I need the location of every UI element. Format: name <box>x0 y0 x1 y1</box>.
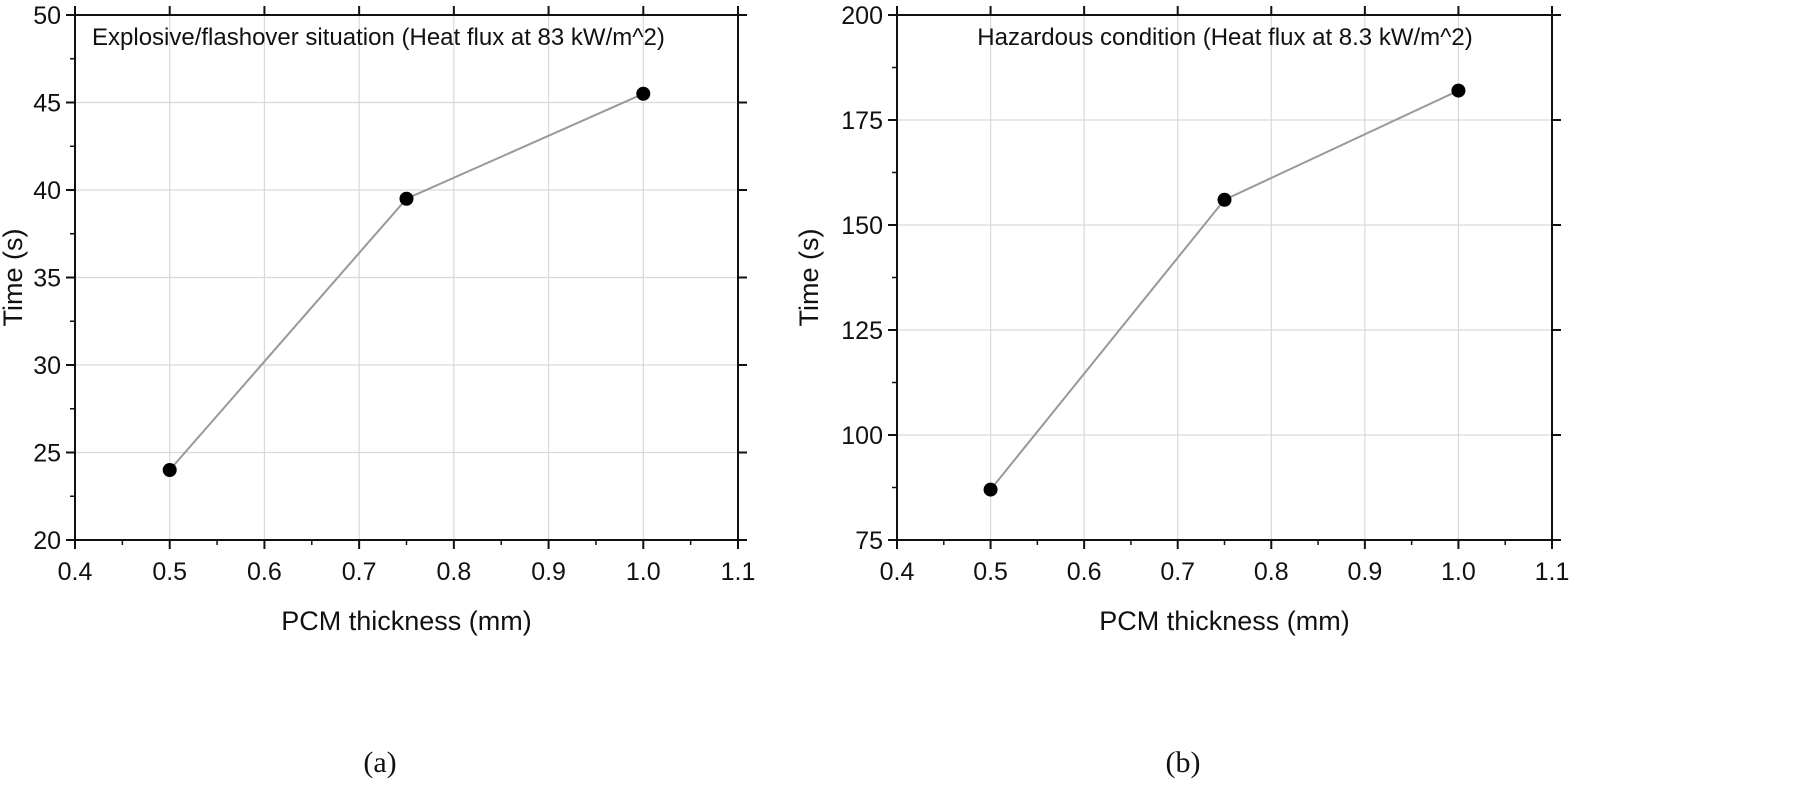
x-tick-label: 0.6 <box>1067 558 1102 586</box>
x-tick-label: 0.6 <box>247 558 282 586</box>
data-point <box>1217 192 1232 207</box>
panel-label: (a) <box>363 746 396 779</box>
plot-area <box>897 15 1552 540</box>
panel-label: (b) <box>1166 746 1201 779</box>
chart-title: Explosive/flashover situation (Heat flux… <box>92 24 665 51</box>
x-tick-label: 0.9 <box>531 558 566 586</box>
y-tick-label: 50 <box>33 2 61 30</box>
data-point <box>1451 83 1466 98</box>
x-tick-label: 0.5 <box>152 558 187 586</box>
x-tick-label: 0.8 <box>1254 558 1289 586</box>
y-tick-label: 200 <box>841 2 883 30</box>
x-tick-label: 1.0 <box>1441 558 1476 586</box>
x-tick-label: 0.8 <box>436 558 471 586</box>
y-axis-label: Time (s) <box>794 229 824 327</box>
y-tick-label: 175 <box>841 107 883 135</box>
y-tick-label: 25 <box>33 440 61 468</box>
y-tick-label: 40 <box>33 177 61 205</box>
data-point <box>162 463 177 477</box>
chart-panel-b: 0.4 0.5 0.6 0.7 0.8 0.9 1.0 1.1 75 100 125 150 175 20… <box>794 2 1569 779</box>
y-tick-label: 100 <box>841 422 883 450</box>
y-tick-label: 45 <box>33 90 61 118</box>
y-tick-label: 75 <box>855 527 883 555</box>
y-tick-label: 20 <box>33 527 61 555</box>
x-axis-label: PCM thickness (mm) <box>1099 606 1350 636</box>
x-tick-label: 0.7 <box>1160 558 1195 586</box>
x-tick-label: 1.1 <box>1535 558 1570 586</box>
chart-panel-a: 0.4 0.5 0.6 0.7 0.8 0.9 1.0 1.1 20 25 30 35 40 45 50 Ex… <box>0 2 755 779</box>
data-point <box>636 86 651 101</box>
data-point <box>399 191 414 206</box>
x-tick-label: 0.4 <box>880 558 915 586</box>
y-tick-label: 150 <box>841 212 883 240</box>
x-tick-label: 0.7 <box>342 558 377 586</box>
y-axis-label: Time (s) <box>0 229 28 327</box>
y-tick-label: 30 <box>33 352 61 380</box>
x-tick-label: 0.5 <box>973 558 1008 586</box>
x-tick-label: 1.1 <box>721 558 756 586</box>
y-tick-label: 35 <box>33 265 61 293</box>
x-axis-label: PCM thickness (mm) <box>281 606 532 636</box>
y-tick-label: 125 <box>841 317 883 345</box>
x-tick-label: 0.9 <box>1347 558 1382 586</box>
x-tick-label: 1.0 <box>626 558 661 586</box>
chart-title: Hazardous condition (Heat flux at 8.3 kW… <box>977 24 1472 51</box>
data-point <box>983 482 998 497</box>
x-tick-label: 0.4 <box>58 558 93 586</box>
